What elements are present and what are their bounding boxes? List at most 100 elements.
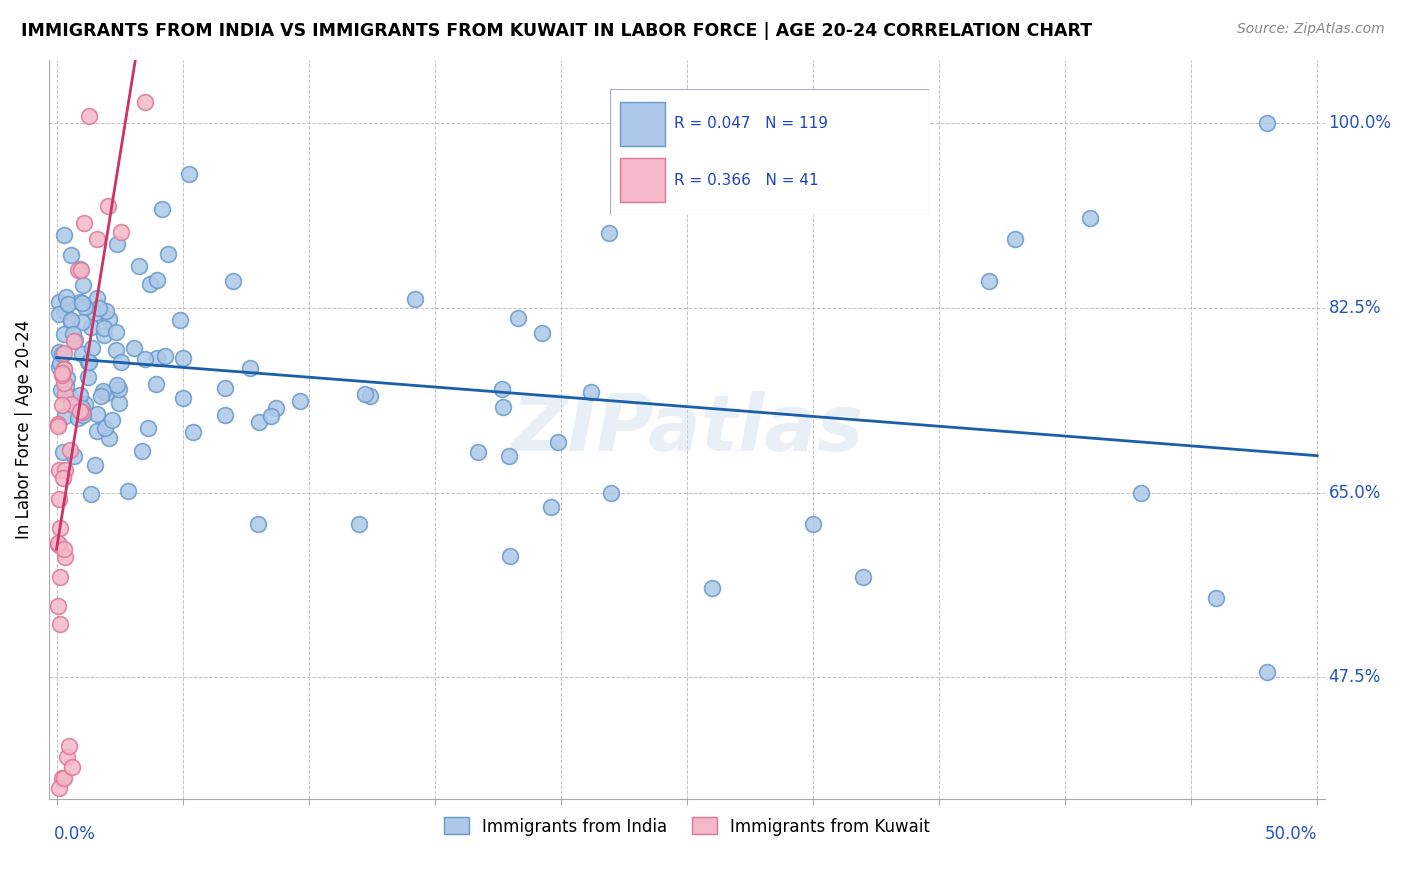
Point	[53, 541, 76, 556]
Point	[1205, 591, 1227, 606]
Point	[86, 425, 108, 439]
Point	[60, 760, 83, 774]
Point	[48, 307, 70, 321]
Point	[108, 395, 131, 409]
Point	[66, 263, 89, 277]
Point	[48, 360, 70, 375]
Point	[169, 313, 191, 327]
Point	[94, 386, 117, 401]
Point	[63, 333, 86, 347]
Point	[105, 325, 128, 339]
Point	[172, 392, 194, 406]
Point	[136, 421, 159, 435]
Point	[52, 471, 75, 485]
Point	[498, 449, 520, 463]
Point	[52, 227, 75, 242]
Point	[134, 95, 156, 109]
Point	[146, 351, 169, 365]
Point	[222, 274, 245, 288]
Point	[1129, 485, 1152, 500]
Point	[55, 290, 77, 304]
Point	[72, 277, 94, 292]
Point	[55, 379, 77, 393]
Point	[46, 537, 69, 551]
Point	[404, 292, 426, 306]
Point	[55, 749, 77, 764]
Point	[547, 434, 569, 449]
Point	[60, 397, 83, 411]
Point	[58, 739, 80, 753]
Point	[579, 384, 602, 399]
Point	[214, 381, 236, 395]
Point	[75, 300, 97, 314]
Point	[49, 521, 72, 535]
Point	[598, 227, 620, 241]
Point	[52, 444, 75, 458]
Point	[97, 311, 120, 326]
Point	[82, 341, 104, 355]
Point	[53, 550, 76, 565]
Point	[46, 599, 69, 613]
Point	[94, 421, 117, 435]
Point	[247, 517, 270, 532]
Point	[51, 347, 73, 361]
Point	[1078, 211, 1101, 225]
Point	[214, 408, 236, 422]
Point	[51, 398, 73, 412]
Point	[70, 347, 93, 361]
Point	[69, 262, 91, 277]
Point	[260, 409, 283, 423]
Point	[49, 356, 72, 370]
Point	[72, 296, 94, 310]
Point	[347, 517, 370, 532]
Point	[105, 377, 128, 392]
Point	[51, 367, 73, 381]
Point	[86, 291, 108, 305]
Point	[110, 225, 132, 239]
Point	[101, 413, 124, 427]
Point	[53, 361, 76, 376]
Point	[77, 109, 100, 123]
Point	[359, 389, 381, 403]
Point	[506, 311, 529, 326]
Point	[117, 484, 139, 499]
Text: 100.0%: 100.0%	[1329, 114, 1392, 132]
Point	[48, 781, 70, 796]
Point	[499, 549, 522, 563]
Point	[94, 304, 117, 318]
Point	[49, 569, 72, 583]
Point	[59, 315, 82, 329]
Point	[48, 538, 70, 552]
Point	[59, 443, 82, 458]
Point	[86, 407, 108, 421]
Point	[69, 404, 91, 418]
Point	[801, 517, 824, 532]
Point	[177, 167, 200, 181]
Point	[172, 351, 194, 365]
Point	[107, 237, 129, 252]
Point	[62, 326, 84, 341]
Point	[1256, 116, 1278, 130]
Point	[59, 312, 82, 326]
Point	[467, 445, 489, 459]
Point	[128, 259, 150, 273]
Point	[48, 295, 70, 310]
Point	[63, 450, 86, 464]
Point	[93, 328, 115, 343]
Point	[56, 296, 79, 310]
Point	[49, 383, 72, 397]
Point	[91, 384, 114, 399]
Point	[53, 376, 76, 390]
Point	[97, 199, 120, 213]
Point	[73, 397, 96, 411]
Point	[48, 617, 70, 632]
Point	[1256, 665, 1278, 679]
Point	[266, 401, 288, 415]
Point	[104, 343, 127, 357]
Point	[70, 315, 93, 329]
Text: 65.0%: 65.0%	[1329, 483, 1381, 501]
Point	[491, 382, 513, 396]
Point	[53, 387, 76, 401]
Point	[153, 349, 176, 363]
Point	[73, 215, 96, 229]
